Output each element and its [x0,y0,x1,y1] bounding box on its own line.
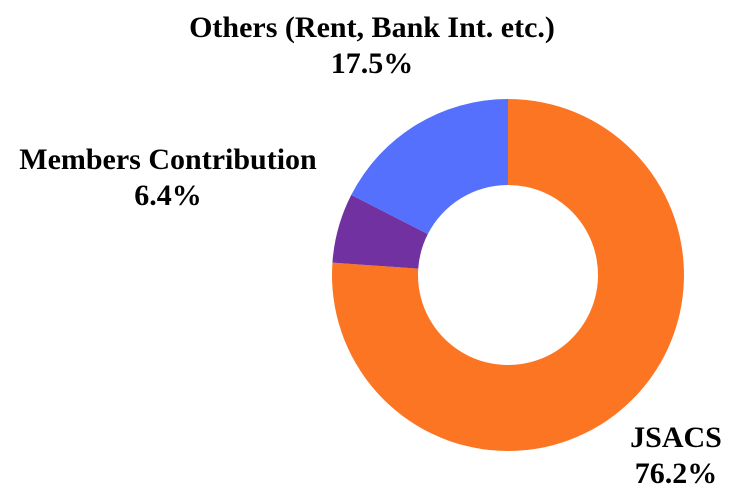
slice-label: JSACS [630,421,722,454]
slice-value-label: 17.5% [331,47,414,80]
donut-slice [332,99,684,451]
slice-label: Members Contribution [19,143,317,176]
donut-slice [332,194,428,269]
slice-value-label: 6.4% [134,179,202,212]
donut-slice [351,99,508,235]
slice-label: Others (Rent, Bank Int. etc.) [189,11,555,44]
slice-value-label: 76.2% [635,457,718,487]
